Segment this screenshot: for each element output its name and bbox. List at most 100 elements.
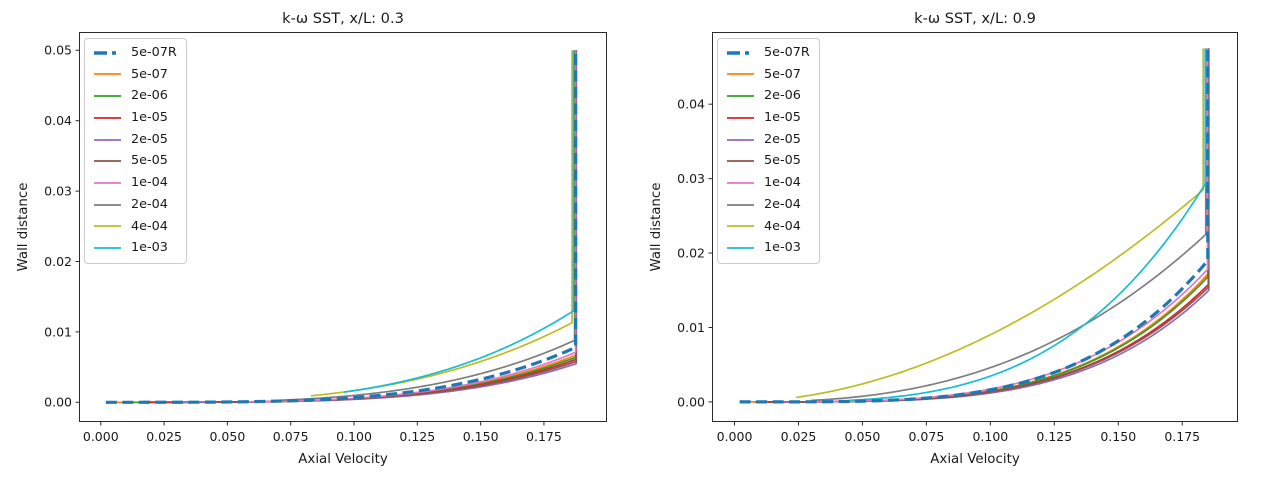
legend-handle-5e-05 (727, 160, 754, 163)
legend-row-4e-04: 4e-04 (726, 218, 810, 236)
legend-handle-5e-05 (94, 160, 121, 163)
y-axis-label: Wall distance (16, 182, 31, 271)
series-line-5e-05 (795, 48, 1210, 403)
x-tick-label: 0.175 (1164, 429, 1200, 444)
series-line-1e-03 (343, 50, 575, 393)
legend-label: 1e-03 (131, 240, 168, 256)
legend-row-1e-05: 1e-05 (726, 109, 810, 127)
x-axis-label: Axial Velocity (930, 452, 1020, 467)
legend-label: 1e-04 (131, 175, 168, 191)
legend-label: 1e-05 (764, 110, 801, 126)
series-line-1e-05 (767, 48, 1210, 403)
series-line-4e-04 (795, 48, 1205, 399)
legend-row-1e-03: 1e-03 (726, 239, 810, 257)
legend-left: 5e-07R 5e-07 2e-06 1e-05 2e-05 5e-05 1e-04 2e-0… (84, 38, 187, 264)
legend-label: 5e-05 (131, 153, 168, 169)
legend-label: 5e-07R (131, 45, 177, 60)
x-tick-label: 0.025 (781, 429, 817, 444)
legend-row-1e-04: 1e-04 (726, 174, 810, 192)
legend-handle-1e-04 (94, 181, 121, 184)
plot-canvas-right: 0.000 0.025 0.050 0.075 0.100 0.125 0.150 0.175… (649, 10, 1238, 467)
y-tick-label: 0.03 (677, 171, 705, 186)
legend-label: 2e-04 (131, 196, 168, 212)
legend-row-2e-05: 2e-05 (93, 131, 177, 149)
legend-handle-2e-06 (94, 95, 121, 98)
x-tick-label: 0.175 (526, 429, 562, 444)
x-tick-label: 0.050 (845, 429, 881, 444)
x-tick-label: 0.125 (1036, 429, 1072, 444)
y-tick-label: 0.03 (44, 183, 72, 198)
legend-row-5e-07R: 5e-07R (726, 44, 810, 62)
plot-title: k-ω SST, x/L: 0.9 (914, 10, 1036, 27)
x-tick-label: 0.075 (273, 429, 309, 444)
legend-handle-1e-05 (94, 116, 121, 119)
legend-label: 1e-05 (131, 110, 168, 126)
legend-label: 4e-04 (131, 218, 168, 234)
legend-row-2e-06: 2e-06 (726, 87, 810, 105)
x-tick-label: 0.100 (336, 429, 372, 444)
legend-handle-5e-07R (94, 51, 121, 55)
y-tick-label: 0.01 (677, 320, 705, 335)
legend-right: 5e-07R 5e-07 2e-06 1e-05 2e-05 5e-05 1e-04 2e-0… (717, 38, 820, 264)
legend-handle-2e-04 (94, 203, 121, 206)
legend-label: 5e-07 (131, 66, 168, 82)
y-tick-label: 0.04 (44, 113, 72, 128)
y-tick-label: 0.02 (677, 245, 705, 260)
y-tick-label: 0.05 (44, 43, 72, 58)
legend-row-4e-04: 4e-04 (93, 218, 177, 236)
series-line-2e-06 (126, 50, 577, 404)
legend-label: 2e-06 (131, 88, 168, 104)
legend-label: 2e-06 (764, 88, 801, 104)
legend-handle-2e-05 (727, 138, 754, 141)
legend-handle-1e-04 (727, 181, 754, 184)
legend-handle-1e-03 (727, 247, 754, 249)
series-line-5e-07R (739, 48, 1210, 404)
legend-label: 1e-04 (764, 175, 801, 191)
legend-handle-2e-05 (94, 138, 121, 141)
x-tick-label: 0.050 (209, 429, 245, 444)
plot-canvas-left: 0.000 0.025 0.050 0.075 0.100 0.125 0.150 0.175… (16, 10, 607, 467)
series-line-5e-05 (207, 50, 577, 404)
legend-handle-5e-07 (94, 73, 121, 76)
series-line-2e-05 (783, 48, 1210, 403)
legend-handle-1e-03 (94, 247, 121, 249)
legend-row-2e-04: 2e-04 (93, 196, 177, 214)
x-tick-label: 0.150 (463, 429, 499, 444)
y-tick-label: 0.00 (677, 394, 705, 409)
legend-row-2e-05: 2e-05 (726, 131, 810, 149)
x-tick-label: 0.000 (83, 429, 119, 444)
series-line-1e-03 (849, 48, 1207, 402)
legend-handle-1e-05 (727, 116, 754, 119)
legend-handle-2e-04 (727, 203, 754, 206)
y-tick-label: 0.01 (44, 324, 72, 339)
series-line-4e-04 (310, 50, 573, 397)
legend-label: 2e-05 (764, 131, 801, 147)
y-tick-label: 0.02 (44, 254, 72, 269)
legend-label: 5e-05 (764, 153, 801, 169)
series-line-1e-04 (240, 50, 577, 403)
x-tick-label: 0.100 (972, 429, 1008, 444)
series-line-2e-04 (278, 50, 576, 402)
legend-row-2e-06: 2e-06 (93, 87, 177, 105)
x-tick-label: 0.150 (1100, 429, 1136, 444)
legend-handle-5e-07 (727, 73, 754, 76)
legend-label: 5e-07R (764, 45, 810, 60)
x-tick-label: 0.025 (146, 429, 182, 444)
y-axis-label: Wall distance (649, 182, 664, 271)
series-line-2e-06 (754, 48, 1209, 403)
legend-label: 5e-07 (764, 66, 801, 82)
y-tick-label: 0.00 (44, 395, 72, 410)
axes-border (79, 32, 607, 422)
series-line-2e-05 (176, 50, 578, 404)
x-tick-label: 0.075 (908, 429, 944, 444)
legend-row-1e-03: 1e-03 (93, 239, 177, 257)
legend-row-5e-05: 5e-05 (726, 152, 810, 170)
legend-label: 2e-05 (131, 131, 168, 147)
legend-handle-5e-07R (727, 51, 754, 55)
legend-row-5e-07R: 5e-07R (93, 44, 177, 62)
legend-handle-4e-04 (727, 225, 754, 228)
legend-label: 2e-04 (764, 196, 801, 212)
x-tick-label: 0.125 (399, 429, 435, 444)
x-tick-label: 0.000 (717, 429, 753, 444)
